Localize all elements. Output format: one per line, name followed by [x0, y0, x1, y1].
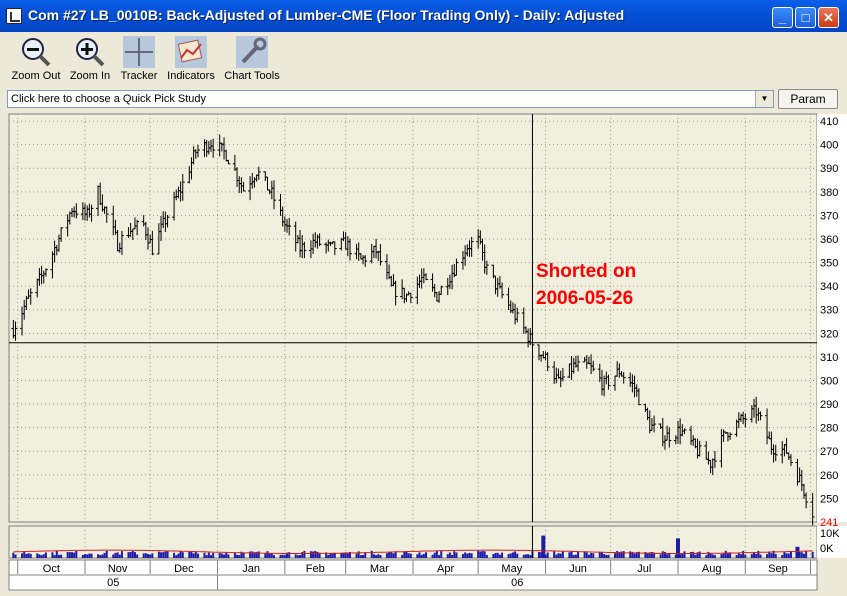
zoom-in-icon [74, 36, 106, 68]
y-tick-label: 310 [820, 352, 838, 364]
tracker-button[interactable]: Tracker [118, 36, 160, 82]
volume-spike [541, 535, 546, 558]
y-tick-label: 390 [820, 163, 838, 175]
chart-tools-label: Chart Tools [224, 70, 280, 82]
y-tick-label: 360 [820, 234, 838, 246]
y-tick-label: 370 [820, 210, 838, 222]
y-tick-label: 340 [820, 281, 838, 293]
quick-pick-select[interactable]: Click here to choose a Quick Pick Study … [7, 90, 774, 108]
quick-pick-text: Click here to choose a Quick Pick Study [11, 93, 207, 105]
month-label: May [501, 563, 522, 575]
zoom-in-button[interactable]: Zoom In [66, 36, 114, 82]
param-button[interactable]: Param [778, 89, 838, 109]
window-title: Com #27 LB_0010B: Back-Adjusted of Lumbe… [28, 7, 625, 23]
toolbar: Zoom Out Zoom In Tracker Indicators Char… [0, 32, 847, 88]
month-label: Jan [242, 563, 260, 575]
crosshair-icon [123, 36, 155, 68]
volume-tick-label: 10K [820, 528, 840, 540]
indicators-label: Indicators [167, 70, 215, 82]
month-label: Apr [437, 563, 454, 575]
zoom-out-label: Zoom Out [11, 70, 61, 82]
month-label: Aug [702, 563, 722, 575]
title-bar: Com #27 LB_0010B: Back-Adjusted of Lumbe… [0, 0, 847, 32]
month-label: Dec [174, 563, 194, 575]
maximize-button[interactable]: □ [795, 7, 816, 28]
trade-annotation: Shorted on 2006-05-26 [9, 114, 817, 558]
price-chart[interactable]: 410 400 390 380 370 360 350 340 330 320 310 300 290 2… [0, 112, 847, 596]
y-tick-label: 380 [820, 187, 838, 199]
volume-spike [795, 546, 800, 558]
last-price-label: 241 [820, 517, 838, 529]
annotation-line2: 2006-05-26 [536, 288, 633, 309]
year-label: 05 [107, 577, 119, 589]
y-tick-label: 260 [820, 470, 838, 482]
price-axis: 410 400 390 380 370 360 350 340 330 320 310 300 290 2… [820, 116, 838, 529]
y-tick-label: 350 [820, 258, 838, 270]
minimize-button[interactable]: _ [772, 7, 793, 28]
month-label: Oct [43, 563, 60, 575]
annotation-line1: Shorted on [536, 261, 636, 282]
chart-tools-button[interactable]: Chart Tools [222, 36, 282, 82]
y-tick-label: 300 [820, 375, 838, 387]
close-button[interactable]: ✕ [818, 7, 839, 28]
time-axis: Oct Nov Dec Jan Feb Mar Apr May Jun Jul Aug Sep 05 06 [9, 560, 817, 590]
volume-axis-pane [817, 526, 847, 558]
tracker-label: Tracker [120, 70, 158, 82]
indicators-button[interactable]: Indicators [164, 36, 218, 82]
y-tick-label: 280 [820, 423, 838, 435]
year-label: 06 [511, 577, 523, 589]
zoom-in-label: Zoom In [69, 70, 111, 82]
volume-tick-label: 0K [820, 543, 834, 555]
y-tick-label: 320 [820, 328, 838, 340]
price-bars [11, 134, 815, 526]
price-axis-pane [817, 114, 847, 522]
chevron-down-icon[interactable]: ▼ [755, 91, 773, 107]
wrench-icon [236, 36, 268, 68]
chart-background [8, 113, 847, 591]
chart-grid [9, 114, 817, 558]
y-tick-label: 250 [820, 493, 838, 505]
indicators-icon [175, 36, 207, 68]
y-tick-label: 400 [820, 140, 838, 152]
month-label: Feb [306, 563, 325, 575]
y-tick-label: 270 [820, 446, 838, 458]
y-tick-label: 290 [820, 399, 838, 411]
month-label: Nov [108, 563, 128, 575]
app-icon[interactable] [6, 8, 22, 24]
study-bar: Click here to choose a Quick Pick Study … [0, 88, 847, 112]
month-label: Sep [768, 563, 788, 575]
volume-spike [675, 538, 680, 558]
volume-average-line [13, 549, 813, 555]
y-tick-label: 410 [820, 116, 838, 128]
zoom-out-icon [20, 36, 52, 68]
month-label: Jun [569, 563, 587, 575]
y-tick-label: 330 [820, 305, 838, 317]
month-label: Mar [370, 563, 389, 575]
month-label: Jul [637, 563, 651, 575]
zoom-out-button[interactable]: Zoom Out [10, 36, 62, 82]
